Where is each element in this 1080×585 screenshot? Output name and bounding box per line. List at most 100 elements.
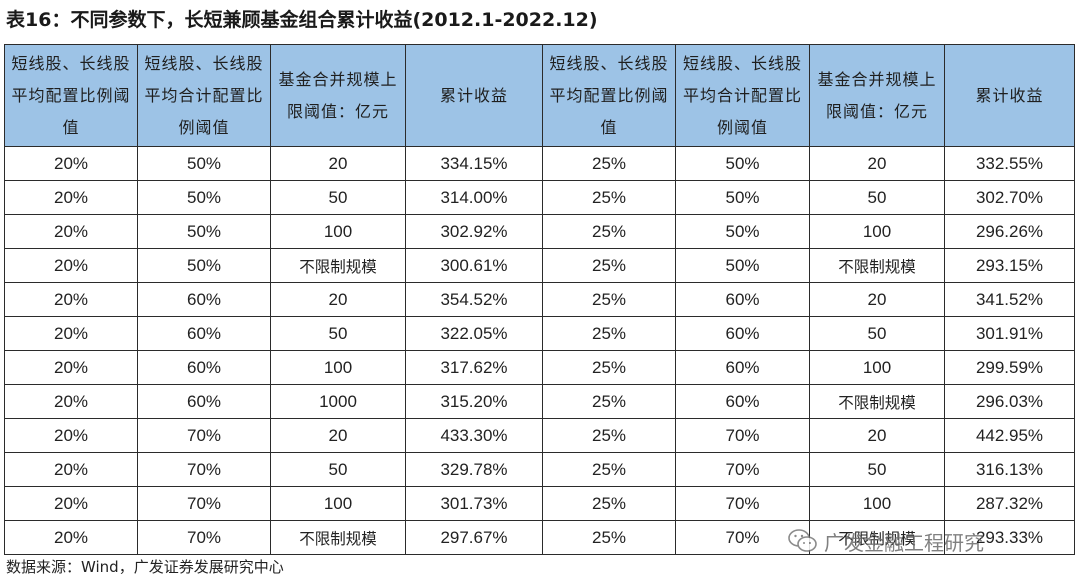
header-row: 短线股、长线股平均配置比例阈值 短线股、长线股平均合计配置比例阈值 基金合并规模… (4, 44, 1075, 147)
table-cell: 20% (4, 384, 138, 419)
table-cell: 60% (675, 384, 810, 419)
table-cell: 20% (4, 146, 138, 181)
table-cell: 296.03% (944, 384, 1075, 419)
table-cell: 20% (4, 180, 138, 215)
table-cell: 50% (675, 248, 810, 283)
table-row: 20% 70% 20 433.30% 25% 70% 20 442.95% (4, 418, 1075, 453)
table-cell: 25% (542, 384, 676, 419)
table-cell: 70% (675, 486, 810, 521)
table-cell: 20% (4, 520, 138, 555)
table-cell: 354.52% (405, 282, 543, 317)
table-cell: 314.00% (405, 180, 543, 215)
table-cell: 不限制规模 (270, 520, 406, 555)
table-cell: 300.61% (405, 248, 543, 283)
table-cell: 100 (270, 486, 406, 521)
table-cell: 301.73% (405, 486, 543, 521)
table-cell: 50 (270, 452, 406, 487)
table-row: 20% 70% 50 329.78% 25% 70% 50 316.13% (4, 452, 1075, 487)
table-cell: 20% (4, 316, 138, 351)
table-cell: 20% (4, 350, 138, 385)
table-cell: 20 (809, 282, 945, 317)
header-cell: 基金合并规模上限阈值：亿元 (809, 44, 945, 147)
table-cell: 不限制规模 (270, 248, 406, 283)
table-row: 20% 70% 100 301.73% 25% 70% 100 287.32% (4, 486, 1075, 521)
header-cell: 短线股、长线股平均配置比例阈值 (542, 44, 676, 147)
table-cell: 25% (542, 180, 676, 215)
table-cell: 70% (137, 486, 271, 521)
table-cell: 1000 (270, 384, 406, 419)
table-cell: 334.15% (405, 146, 543, 181)
table-row: 20% 60% 50 322.05% 25% 60% 50 301.91% (4, 316, 1075, 351)
header-cell: 基金合并规模上限阈值：亿元 (270, 44, 406, 147)
table-cell: 50% (137, 146, 271, 181)
table-row: 20% 60% 1000 315.20% 25% 60% 不限制规模 296.03% (4, 384, 1075, 419)
table-cell: 442.95% (944, 418, 1075, 453)
table-row: 20% 50% 100 302.92% 25% 50% 100 296.26% (4, 214, 1075, 249)
header-cell: 短线股、长线股平均合计配置比例阈值 (137, 44, 271, 147)
data-source-note: 数据来源：Wind，广发证券发展研究中心 (6, 558, 284, 576)
table-cell: 50 (809, 452, 945, 487)
results-table: 短线股、长线股平均配置比例阈值 短线股、长线股平均合计配置比例阈值 基金合并规模… (4, 44, 1075, 555)
table-cell: 293.33% (944, 520, 1075, 555)
table-cell: 50% (137, 180, 271, 215)
table-cell: 50% (675, 146, 810, 181)
table-cell: 20% (4, 452, 138, 487)
table-cell: 25% (542, 520, 676, 555)
table-cell: 296.26% (944, 214, 1075, 249)
table-cell: 25% (542, 418, 676, 453)
table-cell: 50 (809, 180, 945, 215)
table-cell: 302.92% (405, 214, 543, 249)
table-cell: 100 (809, 350, 945, 385)
table-cell: 287.32% (944, 486, 1075, 521)
table-cell: 20% (4, 486, 138, 521)
table-cell: 25% (542, 350, 676, 385)
table-cell: 341.52% (944, 282, 1075, 317)
table-cell: 60% (137, 316, 271, 351)
table-cell: 50 (270, 180, 406, 215)
table-cell: 293.15% (944, 248, 1075, 283)
table-cell: 316.13% (944, 452, 1075, 487)
header-cell: 累计收益 (405, 44, 543, 147)
table-cell: 70% (137, 520, 271, 555)
table-cell: 50 (270, 316, 406, 351)
table-cell: 60% (137, 384, 271, 419)
table-cell: 100 (809, 214, 945, 249)
table-cell: 100 (270, 350, 406, 385)
table-cell: 20 (809, 146, 945, 181)
table-cell: 302.70% (944, 180, 1075, 215)
table-cell: 20% (4, 282, 138, 317)
table-cell: 70% (675, 452, 810, 487)
table-cell: 299.59% (944, 350, 1075, 385)
table-cell: 315.20% (405, 384, 543, 419)
table-cell: 25% (542, 248, 676, 283)
table-row: 20% 70% 不限制规模 297.67% 25% 70% 不限制规模 293.33% (4, 520, 1075, 555)
table-cell: 20% (4, 418, 138, 453)
header-cell: 短线股、长线股平均合计配置比例阈值 (675, 44, 810, 147)
table-cell: 60% (675, 350, 810, 385)
table-cell: 25% (542, 146, 676, 181)
table-cell: 50% (675, 180, 810, 215)
table-cell: 70% (675, 418, 810, 453)
table-cell: 20 (809, 418, 945, 453)
table-cell: 25% (542, 214, 676, 249)
table-cell: 25% (542, 452, 676, 487)
table-cell: 433.30% (405, 418, 543, 453)
table-cell: 297.67% (405, 520, 543, 555)
table-cell: 60% (675, 316, 810, 351)
table-cell: 100 (270, 214, 406, 249)
table-cell: 20 (270, 418, 406, 453)
table-cell: 100 (809, 486, 945, 521)
table-cell: 50% (675, 214, 810, 249)
table-cell: 不限制规模 (809, 520, 945, 555)
table-cell: 50% (137, 214, 271, 249)
table-cell: 20 (270, 282, 406, 317)
header-cell: 短线股、长线股平均配置比例阈值 (4, 44, 138, 147)
table-cell: 329.78% (405, 452, 543, 487)
table-cell: 50 (809, 316, 945, 351)
table-cell: 25% (542, 282, 676, 317)
table-row: 20% 50% 50 314.00% 25% 50% 50 302.70% (4, 180, 1075, 215)
header-cell: 累计收益 (944, 44, 1075, 147)
table-cell: 60% (675, 282, 810, 317)
table-cell: 332.55% (944, 146, 1075, 181)
table-cell: 50% (137, 248, 271, 283)
